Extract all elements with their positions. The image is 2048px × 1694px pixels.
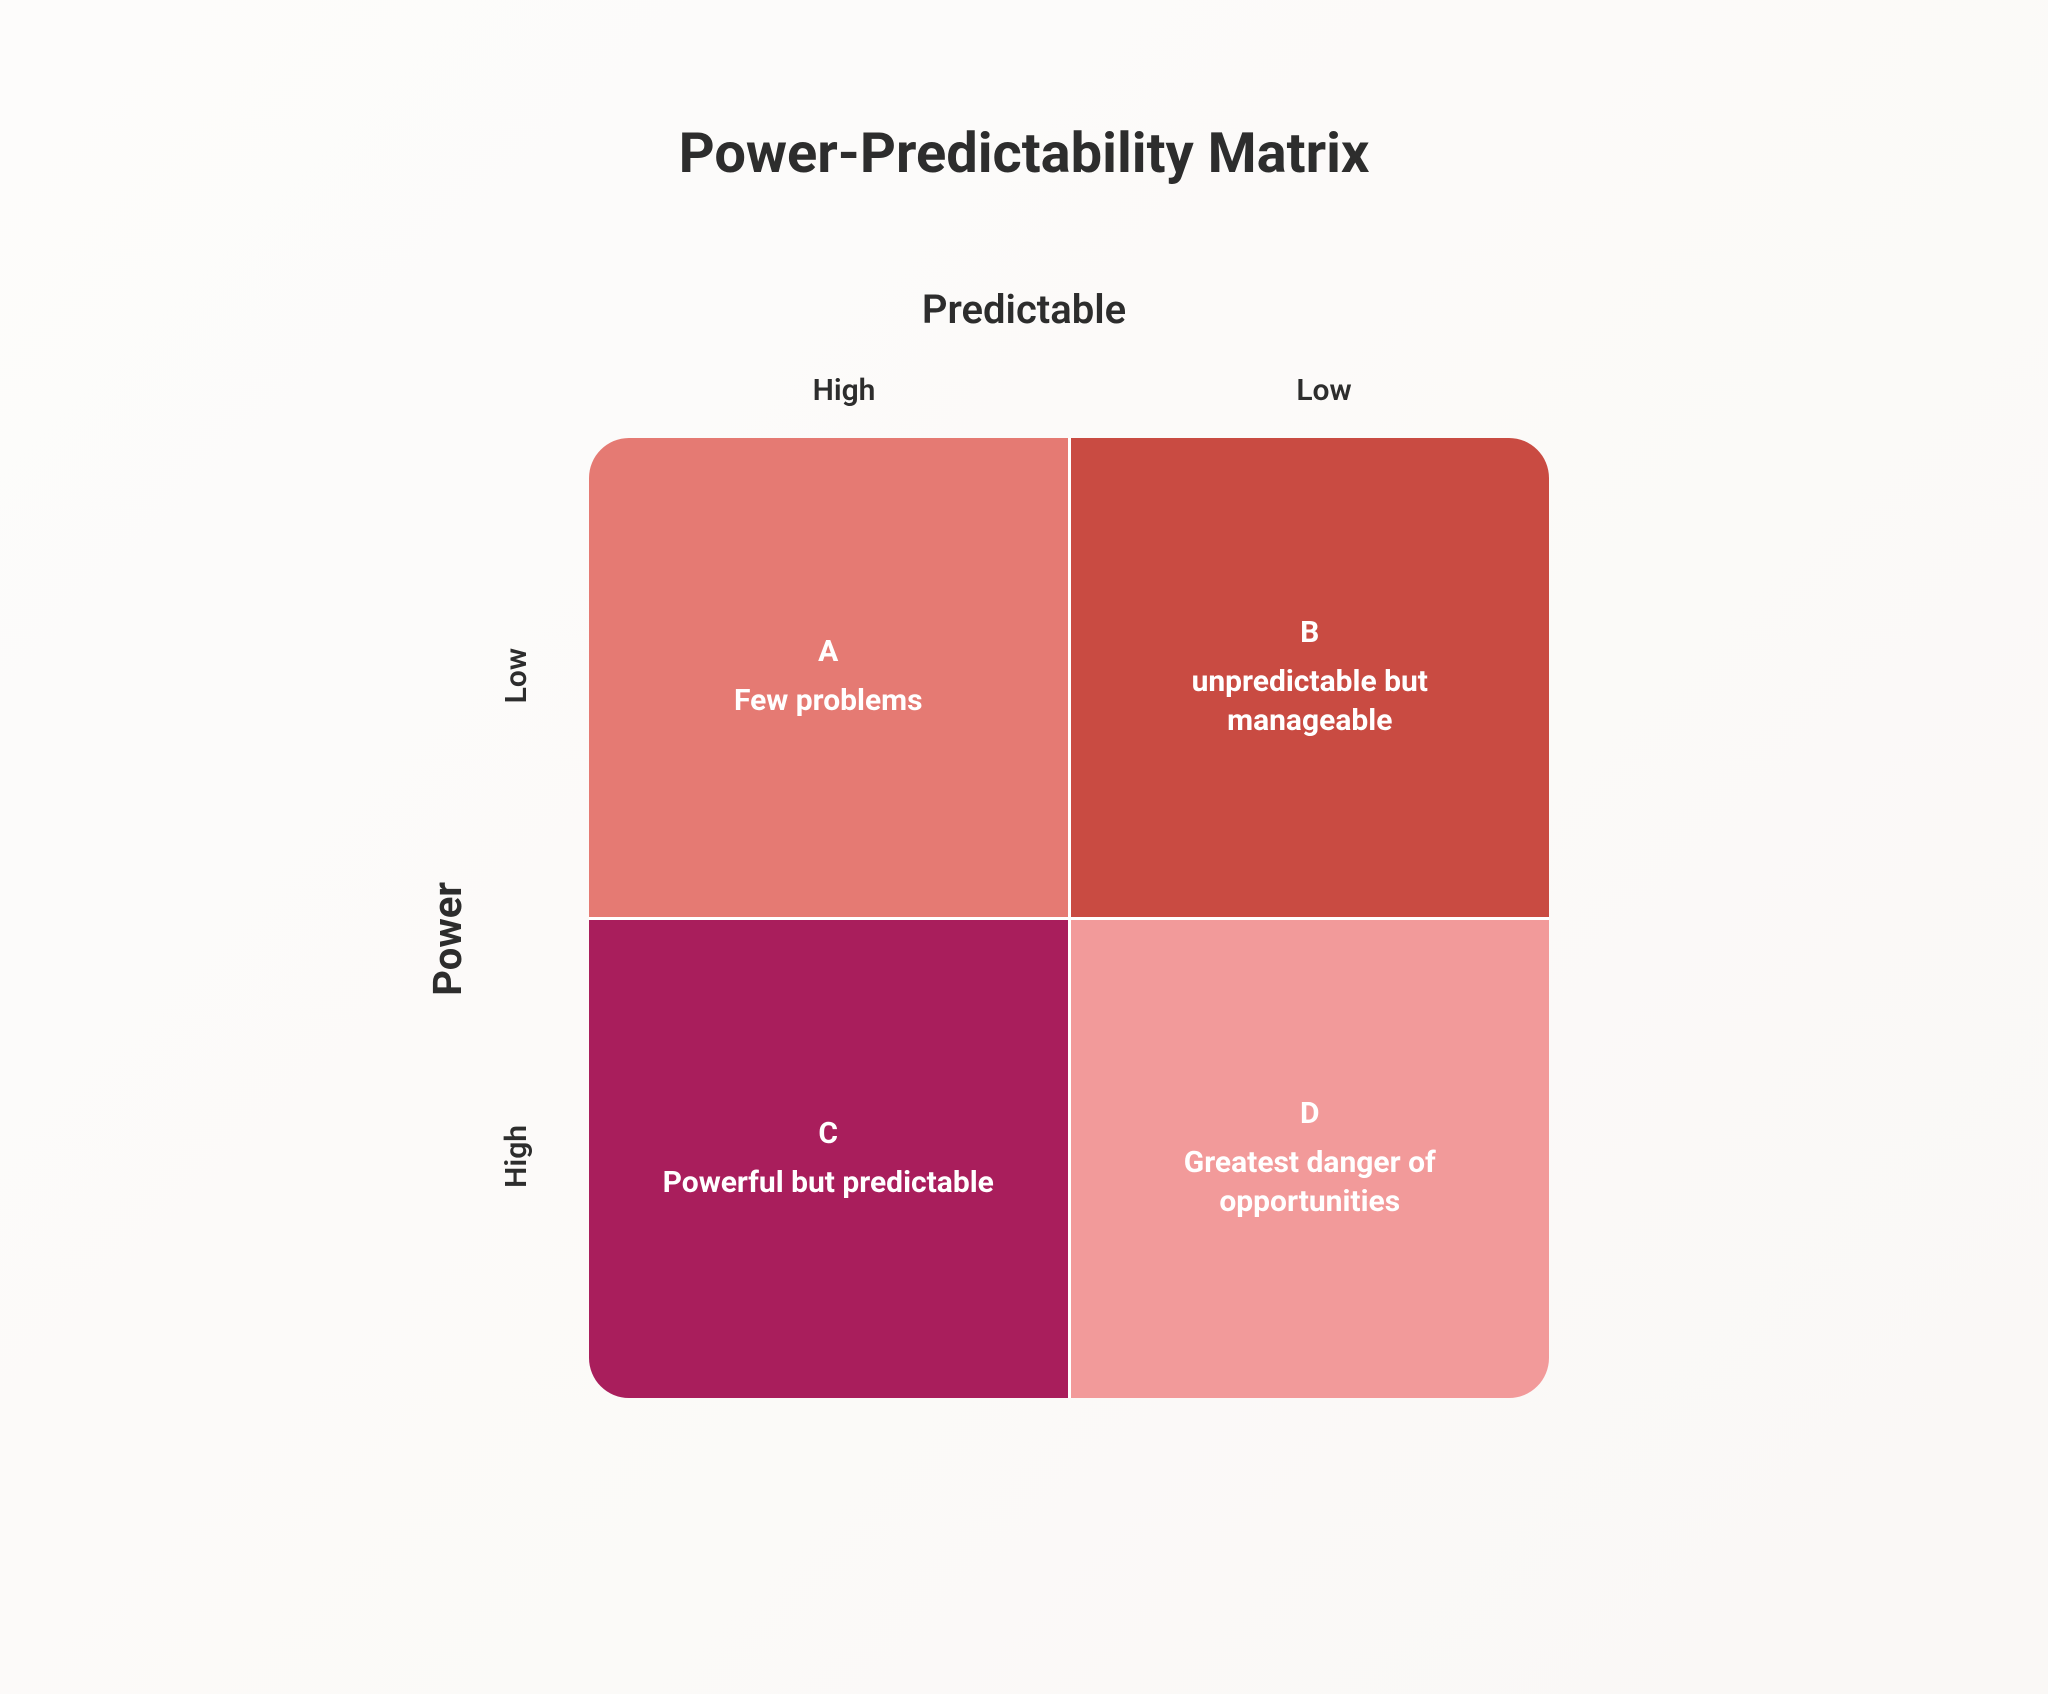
quadrant-b-letter: B — [1300, 615, 1319, 650]
quadrant-a-letter: A — [818, 634, 838, 669]
quadrant-c-text: Powerful but predictable — [663, 1163, 994, 1202]
row-label-low: Low — [499, 648, 589, 703]
col-header-high: High — [604, 373, 1084, 408]
quadrant-d: D Greatest danger of opportunities — [1071, 920, 1550, 1399]
quadrant-c: C Powerful but predictable — [589, 920, 1068, 1399]
quadrant-b-text: unpredictable but manageable — [1130, 662, 1490, 740]
column-headers: High Low — [604, 373, 1564, 408]
matrix-container: Predictable High Low Power Low High A Fe… — [484, 286, 1564, 1398]
matrix-title: Power-Predictability Matrix — [679, 120, 1370, 186]
quadrant-d-text: Greatest danger of opportunities — [1130, 1143, 1490, 1221]
top-axis-label: Predictable — [922, 286, 1126, 333]
quadrant-a-text: Few problems — [734, 681, 923, 720]
quadrant-a: A Few problems — [589, 438, 1068, 917]
quadrant-b: B unpredictable but manageable — [1071, 438, 1550, 917]
quadrant-d-letter: D — [1300, 1096, 1320, 1131]
col-header-low: Low — [1084, 373, 1564, 408]
row-labels: Low High — [499, 438, 589, 1398]
left-axis-label: Power — [424, 882, 471, 996]
matrix-body: Power Low High A Few problems B unpredic… — [499, 438, 1549, 1398]
matrix-grid: A Few problems B unpredictable but manag… — [589, 438, 1549, 1398]
row-label-high: High — [499, 1125, 589, 1188]
quadrant-c-letter: C — [818, 1116, 838, 1151]
